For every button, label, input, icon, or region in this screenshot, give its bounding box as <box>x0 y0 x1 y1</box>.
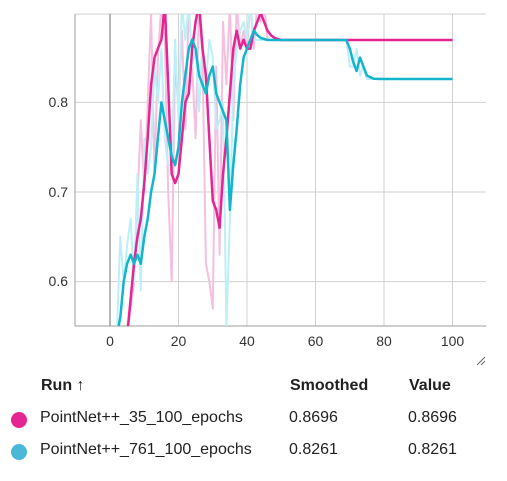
x-tick-label: 60 <box>307 333 324 349</box>
y-tick-label: 0.7 <box>48 184 68 200</box>
run-smoothed-value: 0.8696 <box>289 409 338 426</box>
run-name: PointNet++_761_100_epochs <box>40 441 252 458</box>
run-value: 0.8696 <box>408 409 457 426</box>
value-column-header[interactable]: Value <box>409 377 451 394</box>
x-tick-label: 0 <box>106 333 114 349</box>
series-raw-line <box>116 14 453 326</box>
series-smoothed-line <box>117 29 453 326</box>
series-layer <box>116 14 453 326</box>
series-smoothed-line <box>126 14 453 326</box>
table-row[interactable]: PointNet++_761_100_epochs 0.8261 0.8261 <box>0 435 507 467</box>
resize-handle-icon[interactable] <box>476 356 486 366</box>
x-tick-label: 40 <box>239 333 255 349</box>
x-tick-label: 20 <box>170 333 187 349</box>
axes <box>74 14 486 327</box>
run-color-dot <box>11 412 27 428</box>
line-chart[interactable] <box>0 0 507 370</box>
run-smoothed-value: 0.8261 <box>289 441 338 458</box>
grid-lines <box>75 13 486 326</box>
run-column-header[interactable]: Run ↑ <box>41 377 85 394</box>
run-value: 0.8261 <box>408 441 457 458</box>
x-tick-label: 80 <box>376 333 392 349</box>
y-tick-label: 0.6 <box>48 273 68 289</box>
x-tick-label: 100 <box>440 333 465 349</box>
run-name: PointNet++_35_100_epochs <box>40 409 243 426</box>
smoothed-column-header[interactable]: Smoothed <box>290 377 369 394</box>
table-row[interactable]: PointNet++_35_100_epochs 0.8696 0.8696 <box>0 403 507 435</box>
run-color-dot <box>11 444 27 460</box>
y-tick-label: 0.8 <box>48 94 68 110</box>
